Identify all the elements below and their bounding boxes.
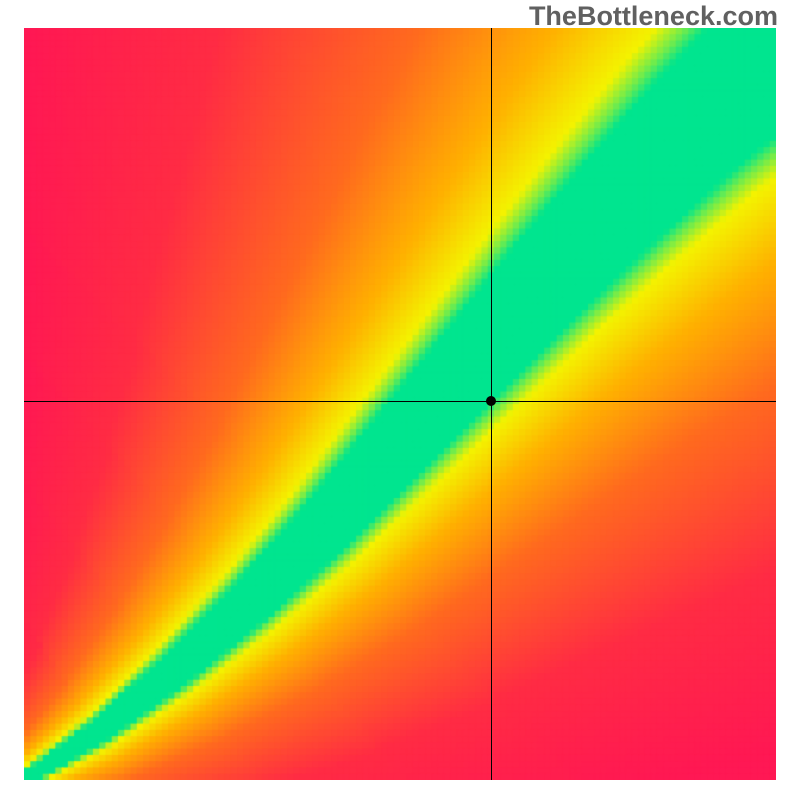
crosshair-horizontal-line bbox=[24, 401, 776, 402]
chart-container: { "canvas": { "width": 800, "height": 80… bbox=[0, 0, 800, 800]
watermark-text: TheBottleneck.com bbox=[529, 1, 778, 32]
bottleneck-heatmap bbox=[24, 28, 776, 780]
crosshair-marker-dot bbox=[486, 396, 496, 406]
